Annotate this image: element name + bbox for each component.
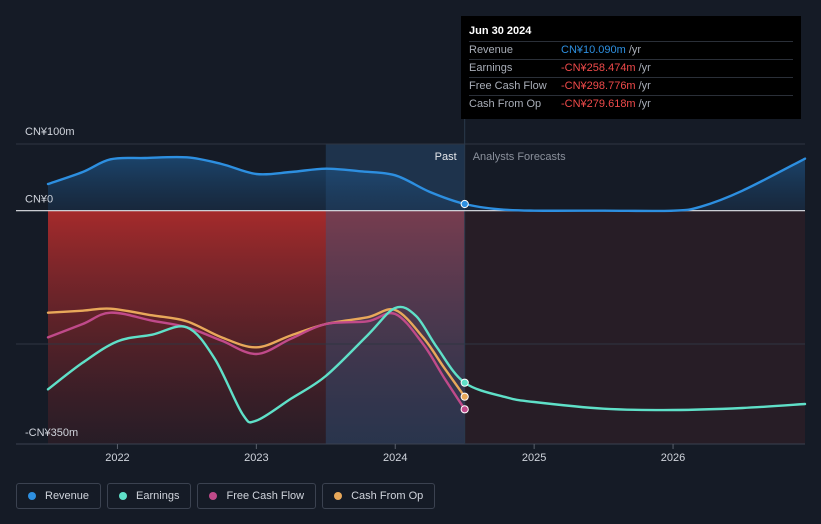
legend-dot-icon <box>209 492 218 500</box>
series-line-cash-from-op <box>46 307 466 398</box>
marker-cash-from-op <box>460 392 469 401</box>
legend: Revenue Earnings Free Cash Flow Cash Fro… <box>16 483 436 509</box>
marker-revenue <box>460 199 469 209</box>
tooltip-row-earnings: Earnings -CN¥258.474m /yr <box>469 59 793 77</box>
tooltip-unit: /yr <box>638 62 651 74</box>
y-label-top: CN¥100m <box>25 126 75 138</box>
tooltip: Jun 30 2024 Revenue CN¥10.090m /yr Earni… <box>461 16 801 119</box>
legend-item-revenue[interactable]: Revenue <box>16 483 102 509</box>
forecast-negative-region <box>464 210 805 444</box>
series-line-free-cash-flow <box>46 311 466 411</box>
series-line-earnings <box>46 305 807 424</box>
legend-item-cash-from-op[interactable]: Cash From Op <box>322 483 436 509</box>
past-negative-region <box>48 210 465 444</box>
legend-dot-icon <box>28 492 36 500</box>
legend-label: Free Cash Flow <box>226 490 305 502</box>
legend-item-earnings[interactable]: Earnings <box>107 483 192 509</box>
tooltip-row-revenue: Revenue CN¥10.090m /yr <box>469 41 793 59</box>
legend-label: Cash From Op <box>351 490 424 502</box>
legend-item-free-cash-flow[interactable]: Free Cash Flow <box>197 483 317 509</box>
tooltip-value: -CN¥279.618m <box>561 98 636 110</box>
legend-label: Revenue <box>45 490 90 502</box>
x-tick-label: 2022 <box>105 452 129 464</box>
legend-dot-icon <box>334 492 343 500</box>
past-label: Past <box>435 151 457 163</box>
legend-dot-icon <box>119 492 128 500</box>
forecast-label: Analysts Forecasts <box>473 151 566 163</box>
x-tick-label: 2026 <box>661 452 685 464</box>
series-line-revenue <box>46 155 807 213</box>
tooltip-row-cash-from-op: Cash From Op -CN¥279.618m /yr <box>469 95 793 113</box>
tooltip-value: CN¥10.090m <box>561 44 626 56</box>
tooltip-unit: /yr <box>638 80 651 92</box>
x-tick-label: 2023 <box>244 452 268 464</box>
x-tick-label: 2024 <box>383 452 407 464</box>
tooltip-label: Earnings <box>469 62 513 74</box>
revenue-area <box>48 156 805 211</box>
tooltip-date: Jun 30 2024 <box>469 25 532 37</box>
y-label-bottom: -CN¥350m <box>25 427 78 439</box>
tooltip-label: Free Cash Flow <box>469 80 547 92</box>
tooltip-value: -CN¥258.474m <box>561 62 636 74</box>
tooltip-unit: /yr <box>628 44 642 56</box>
tooltip-value: -CN¥298.776m <box>561 80 636 92</box>
tooltip-unit: /yr <box>638 98 651 110</box>
tooltip-label: Cash From Op <box>469 98 542 110</box>
x-tick-label: 2025 <box>522 452 546 464</box>
legend-label: Earnings <box>136 490 180 502</box>
tooltip-row-free-cash-flow: Free Cash Flow -CN¥298.776m /yr <box>469 77 793 95</box>
marker-free-cash-flow <box>460 405 469 414</box>
tooltip-label: Revenue <box>469 44 514 56</box>
y-label-zero: CN¥0 <box>25 194 53 206</box>
marker-earnings <box>460 378 469 387</box>
